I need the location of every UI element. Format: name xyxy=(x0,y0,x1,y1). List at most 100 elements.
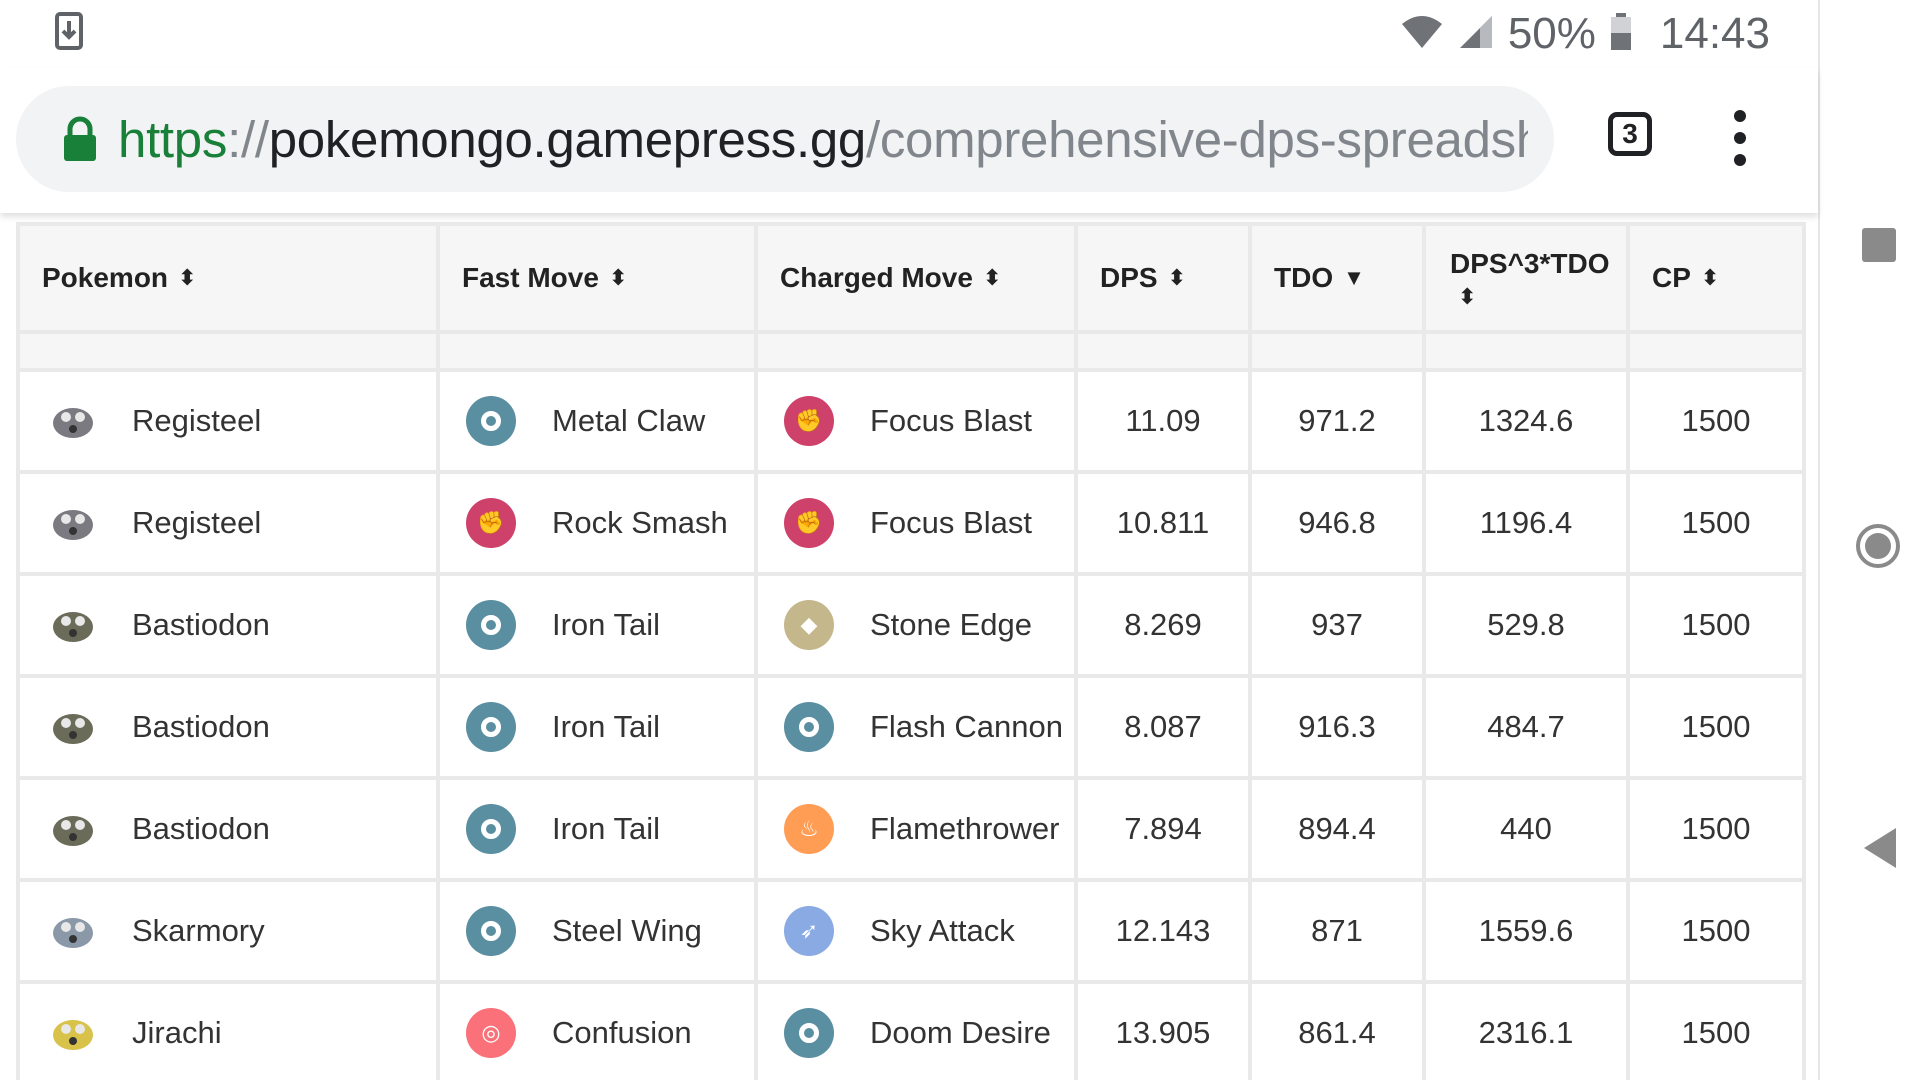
fighting-type-icon: ✊ xyxy=(784,396,834,446)
table-row[interactable]: Registeel Metal Claw ✊ Focus Blast 11.09 971.… xyxy=(20,372,1802,470)
steel-type-icon xyxy=(466,702,516,752)
pokemon-cell: Registeel xyxy=(20,474,436,572)
fighting-type-icon: ✊ xyxy=(784,498,834,548)
fast-move-cell: Iron Tail xyxy=(440,780,754,878)
pokemon-sprite-icon xyxy=(46,398,100,444)
pokemon-name: Bastiodon xyxy=(132,709,270,744)
steel-type-icon xyxy=(466,600,516,650)
dps3tdo-value: 1196.4 xyxy=(1426,474,1626,572)
fast-move-name: Iron Tail xyxy=(552,709,660,744)
cp-value: 1500 xyxy=(1630,576,1802,674)
dps3tdo-value: 1324.6 xyxy=(1426,372,1626,470)
charged-move-name: Stone Edge xyxy=(870,607,1033,642)
lock-icon xyxy=(64,116,96,161)
dps3tdo-value: 2316.1 xyxy=(1426,984,1626,1080)
table-row[interactable]: Jirachi ◎ Confusion Doom Desire 13.905 861.4 2… xyxy=(20,984,1802,1080)
fast-move-name: Rock Smash xyxy=(552,505,728,540)
filter-cell[interactable] xyxy=(440,334,754,368)
charged-move-name: Focus Blast xyxy=(870,403,1032,438)
column-header-pokemon[interactable]: Pokemon ⬍ xyxy=(20,226,436,330)
cell-signal-icon xyxy=(1458,14,1494,55)
recents-icon[interactable] xyxy=(1862,228,1896,262)
column-header-tdo[interactable]: TDO ▼ xyxy=(1252,226,1422,330)
sort-icon: ⬍ xyxy=(1458,284,1477,309)
dps3tdo-value: 529.8 xyxy=(1426,576,1626,674)
column-header-dps3tdo[interactable]: DPS^3*TDO ⬍ xyxy=(1426,226,1626,330)
more-vert-icon[interactable] xyxy=(1730,110,1750,166)
sort-icon: ⬍ xyxy=(608,265,628,290)
dps-table: Pokemon ⬍ Fast Move ⬍ Charged Move ⬍ DPS ⬍ T… xyxy=(16,222,1806,1080)
pokemon-cell: Skarmory xyxy=(20,882,436,980)
charged-move-name: Focus Blast xyxy=(870,505,1032,540)
table-row[interactable]: Bastiodon Iron Tail ◆ Stone Edge 8.269 937 529… xyxy=(20,576,1802,674)
cp-value: 1500 xyxy=(1630,882,1802,980)
fast-move-name: Metal Claw xyxy=(552,403,706,438)
charged-move-cell: Flash Cannon xyxy=(758,678,1074,776)
tabs-icon[interactable]: 3 xyxy=(1608,112,1652,156)
home-icon[interactable] xyxy=(1856,524,1900,568)
column-header-cp[interactable]: CP ⬍ xyxy=(1630,226,1802,330)
cp-value: 1500 xyxy=(1630,780,1802,878)
url-host: pokemongo.gamepress.gg xyxy=(268,110,867,168)
sort-icon: ⬍ xyxy=(982,265,1002,290)
cp-value: 1500 xyxy=(1630,984,1802,1080)
pokemon-name: Bastiodon xyxy=(132,607,270,642)
charged-move-cell: ✊ Focus Blast xyxy=(758,474,1074,572)
pokemon-cell: Registeel xyxy=(20,372,436,470)
url-path: /comprehensive-dps-spreadshe xyxy=(865,110,1528,168)
table-row[interactable]: Bastiodon Iron Tail ♨ Flamethrower 7.894 894.… xyxy=(20,780,1802,878)
column-header-dps[interactable]: DPS ⬍ xyxy=(1078,226,1248,330)
pokemon-sprite-icon xyxy=(46,908,100,954)
dps-table-container[interactable]: Pokemon ⬍ Fast Move ⬍ Charged Move ⬍ DPS ⬍ T… xyxy=(16,222,1806,1080)
filter-cell[interactable] xyxy=(1426,334,1626,368)
fighting-type-icon: ✊ xyxy=(466,498,516,548)
steel-type-icon xyxy=(466,396,516,446)
system-nav-bar xyxy=(1818,0,1920,1080)
fast-move-name: Steel Wing xyxy=(552,913,702,948)
pokemon-name: Registeel xyxy=(132,505,262,540)
header-row: Pokemon ⬍ Fast Move ⬍ Charged Move ⬍ DPS ⬍ T… xyxy=(20,226,1802,330)
url-scheme: https xyxy=(118,110,228,168)
pokemon-cell: Jirachi xyxy=(20,984,436,1080)
dps-value: 8.269 xyxy=(1078,576,1248,674)
tdo-value: 971.2 xyxy=(1252,372,1422,470)
charged-move-cell: ♨ Flamethrower xyxy=(758,780,1074,878)
pokemon-name: Jirachi xyxy=(132,1015,222,1050)
table-row[interactable]: Bastiodon Iron Tail Flash Cannon 8.087 916.3… xyxy=(20,678,1802,776)
url-text[interactable]: https://pokemongo.gamepress.gg/comprehen… xyxy=(118,110,1528,169)
filter-cell[interactable] xyxy=(1630,334,1802,368)
pokemon-sprite-icon xyxy=(46,500,100,546)
dps-value: 13.905 xyxy=(1078,984,1248,1080)
address-bar[interactable]: https://pokemongo.gamepress.gg/comprehen… xyxy=(16,86,1554,192)
filter-cell[interactable] xyxy=(758,334,1074,368)
pokemon-sprite-icon xyxy=(46,704,100,750)
fire-type-icon: ♨ xyxy=(784,804,834,854)
filter-cell[interactable] xyxy=(20,334,436,368)
charged-move-name: Flash Cannon xyxy=(870,709,1064,744)
pokemon-name: Bastiodon xyxy=(132,811,270,846)
filter-cell[interactable] xyxy=(1252,334,1422,368)
pokemon-cell: Bastiodon xyxy=(20,780,436,878)
pokemon-sprite-icon xyxy=(46,602,100,648)
pokemon-sprite-icon xyxy=(46,806,100,852)
fast-move-cell: Metal Claw xyxy=(440,372,754,470)
table-body: Registeel Metal Claw ✊ Focus Blast 11.09 971.… xyxy=(20,372,1802,1080)
column-header-charged-move[interactable]: Charged Move ⬍ xyxy=(758,226,1074,330)
back-icon[interactable] xyxy=(1864,828,1896,868)
sort-desc-icon: ▼ xyxy=(1343,265,1365,290)
dps-value: 8.087 xyxy=(1078,678,1248,776)
steel-type-icon xyxy=(466,804,516,854)
table-row[interactable]: Registeel ✊ Rock Smash ✊ Focus Blast 10.811 94… xyxy=(20,474,1802,572)
url-separator: :// xyxy=(227,110,269,168)
rock-type-icon: ◆ xyxy=(784,600,834,650)
tdo-value: 861.4 xyxy=(1252,984,1422,1080)
fast-move-cell: Steel Wing xyxy=(440,882,754,980)
sort-icon: ⬍ xyxy=(178,265,197,290)
status-bar: 50% 14:43 xyxy=(0,0,1818,68)
charged-move-cell: Doom Desire xyxy=(758,984,1074,1080)
filter-cell[interactable] xyxy=(1078,334,1248,368)
tab-count: 3 xyxy=(1622,118,1638,149)
fast-move-cell: ✊ Rock Smash xyxy=(440,474,754,572)
table-row[interactable]: Skarmory Steel Wing ➶ Sky Attack 12.143 871 15… xyxy=(20,882,1802,980)
column-header-fast-move[interactable]: Fast Move ⬍ xyxy=(440,226,754,330)
